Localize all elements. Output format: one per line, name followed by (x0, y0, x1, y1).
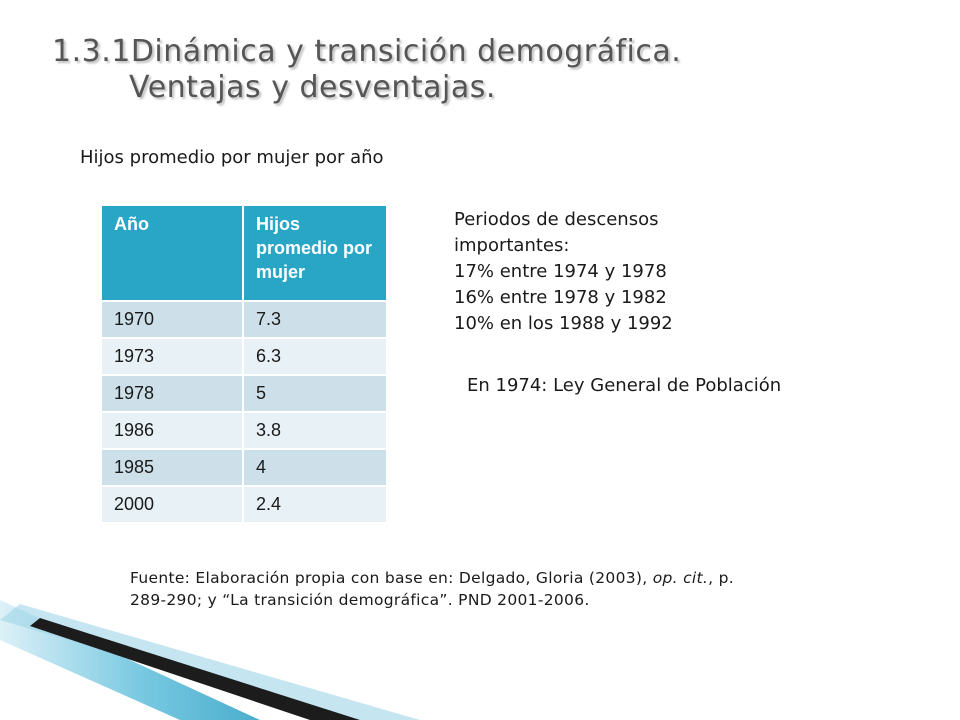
decline-periods: Periodos de descensos importantes: 17% e… (454, 207, 774, 337)
cell-year: 1985 (100, 448, 244, 487)
decorative-ribbon (0, 600, 420, 720)
table-row: 1970 7.3 (100, 300, 388, 339)
cell-value: 2.4 (242, 485, 388, 524)
decline-period-item: 10% en los 1988 y 1992 (454, 313, 673, 334)
source-citation: Fuente: Elaboración propia con base en: … (130, 567, 750, 611)
decline-period-item: 16% entre 1978 y 1982 (454, 287, 667, 308)
table-row: 2000 2.4 (100, 485, 388, 524)
law-note: En 1974: Ley General de Población (467, 375, 782, 396)
table-caption: Hijos promedio por mujer por año (80, 147, 384, 168)
header-children-avg: Hijos promedio por mujer (242, 204, 388, 302)
cell-value: 7.3 (242, 300, 388, 339)
table-row: 1985 4 (100, 448, 388, 487)
source-text-italic: op. cit. (652, 569, 709, 587)
decline-periods-heading: Periodos de descensos importantes: (454, 209, 659, 256)
table-row: 1973 6.3 (100, 337, 388, 376)
source-text-2: , p. 289-290; y “La transición demográfi… (130, 569, 734, 609)
slide-title-line2: Ventajas y desventajas. (129, 70, 496, 105)
cell-value: 5 (242, 374, 388, 413)
cell-year: 2000 (100, 485, 244, 524)
fertility-table: Año Hijos promedio por mujer 1970 7.3 19… (100, 204, 388, 524)
cell-year: 1978 (100, 374, 244, 413)
cell-year: 1973 (100, 337, 244, 376)
cell-year: 1970 (100, 300, 244, 339)
decline-period-item: 17% entre 1974 y 1978 (454, 261, 667, 282)
cell-value: 6.3 (242, 337, 388, 376)
header-year: Año (100, 204, 244, 302)
table-header-row: Año Hijos promedio por mujer (100, 204, 388, 302)
slide-title-line1: 1.3.1Dinámica y transición demográfica. (52, 34, 682, 69)
cell-value: 3.8 (242, 411, 388, 450)
slide-title: 1.3.1Dinámica y transición demográfica. … (52, 34, 932, 106)
table-row: 1986 3.8 (100, 411, 388, 450)
source-text-1: Fuente: Elaboración propia con base en: … (130, 569, 653, 587)
cell-value: 4 (242, 448, 388, 487)
cell-year: 1986 (100, 411, 244, 450)
table-row: 1978 5 (100, 374, 388, 413)
